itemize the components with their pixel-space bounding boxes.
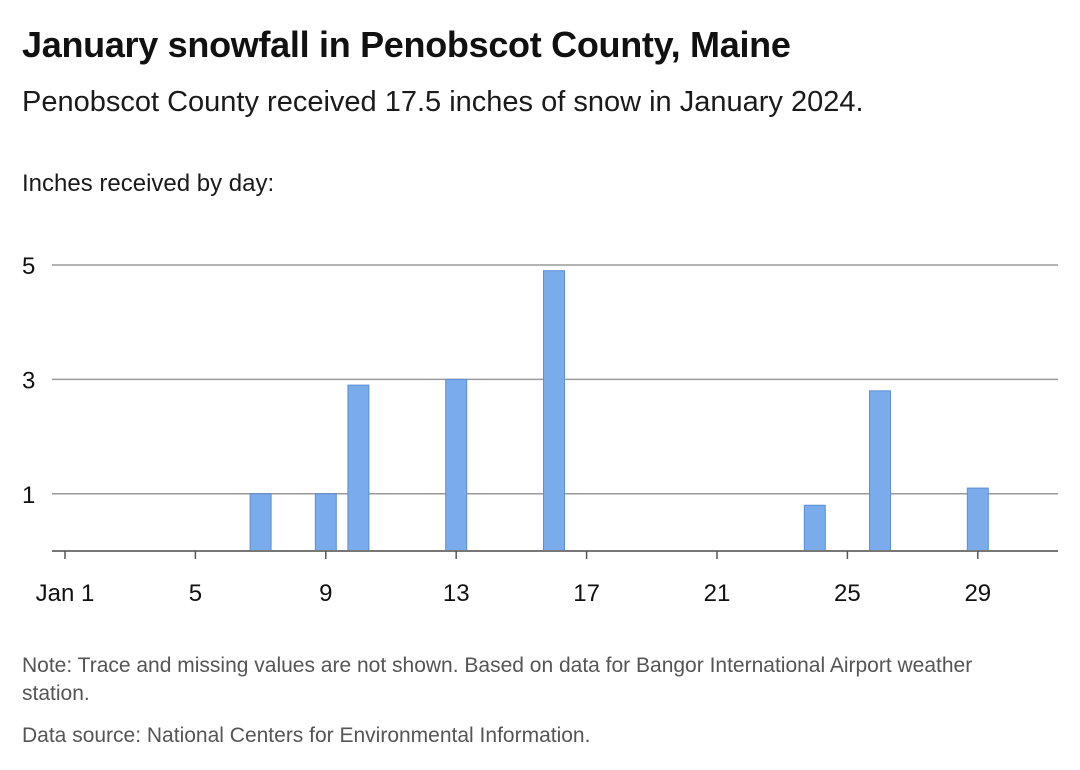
- x-tick-label: 17: [573, 580, 600, 607]
- bars: [249, 270, 989, 552]
- bar-day-10: [347, 384, 370, 552]
- chart-title: January snowfall in Penobscot County, Ma…: [22, 24, 791, 65]
- bar-day-24: [803, 504, 826, 552]
- y-tick-label: 3: [22, 367, 35, 394]
- x-tick-label: 25: [834, 580, 861, 607]
- bar-day-13: [445, 378, 468, 552]
- x-axis: Jan 1 5 9 13 17 21 25 29: [36, 550, 1058, 607]
- y-axis-caption: Inches received by day:: [22, 170, 275, 197]
- x-tick-label: Jan 1: [36, 580, 95, 607]
- bar-day-16: [543, 270, 565, 552]
- x-tick-label: 5: [189, 580, 202, 607]
- y-tick-label: 5: [22, 253, 35, 280]
- bar-day-26: [869, 390, 891, 552]
- bar-day-9: [314, 493, 337, 552]
- x-tick-label: 13: [443, 580, 470, 607]
- y-tick-label: 1: [22, 482, 35, 509]
- x-tick-label: 9: [319, 580, 332, 607]
- bar-day-7: [249, 493, 272, 552]
- x-tick-label: 21: [704, 580, 731, 607]
- chart-note: Note: Trace and missing values are not s…: [22, 654, 973, 705]
- chart-subtitle: Penobscot County received 17.5 inches of…: [22, 86, 864, 118]
- data-source: Data source: National Centers for Enviro…: [22, 724, 591, 747]
- bar-day-29: [966, 487, 989, 552]
- x-tick-label: 29: [964, 580, 991, 607]
- gridlines: 1 3 5: [22, 253, 1058, 509]
- snowfall-bar-chart: 135 Jan 1 5 9 13 17 21 25 29: [22, 253, 1058, 607]
